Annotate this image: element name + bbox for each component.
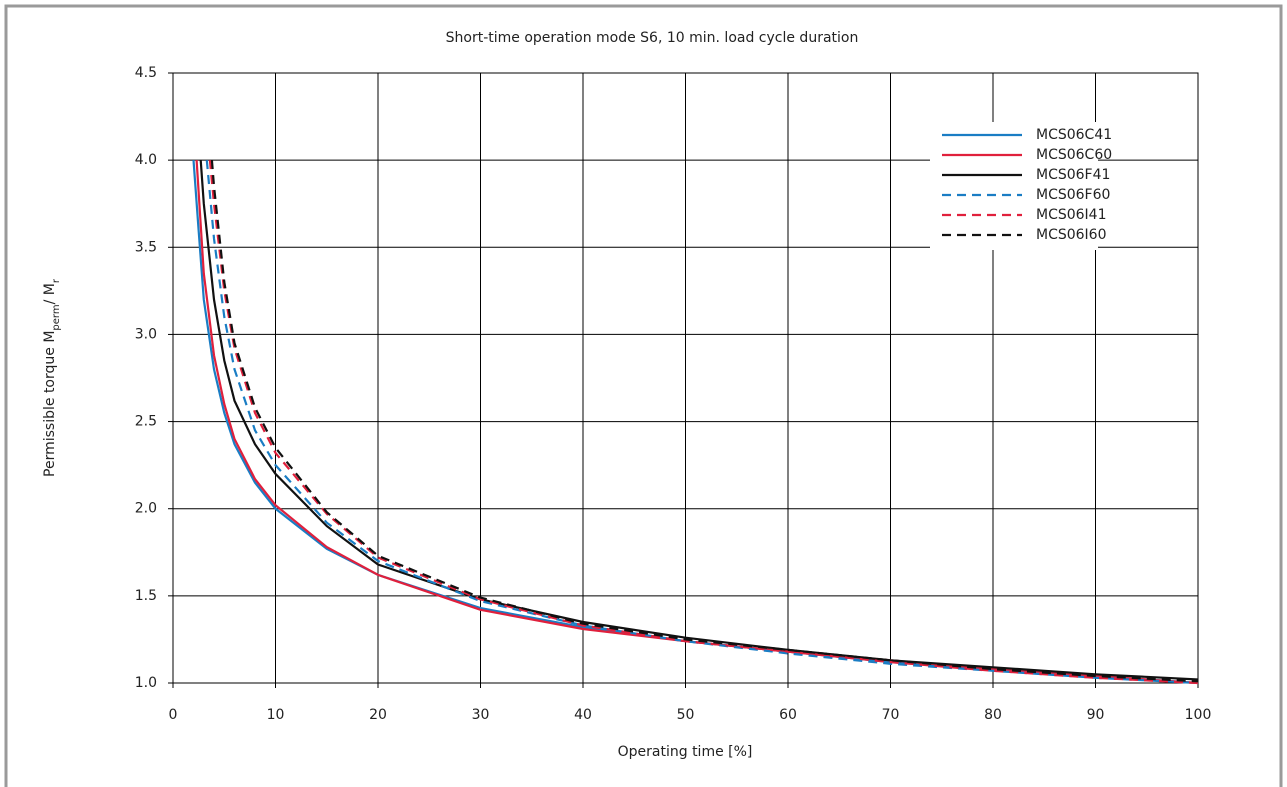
y-axis-label: Permissible torque Mperm/ Mr xyxy=(42,278,62,477)
series-line xyxy=(208,159,1199,685)
y-tick-label: 2.0 xyxy=(135,501,157,517)
x-tick-label: 30 xyxy=(472,707,490,723)
x-tick-label: 10 xyxy=(267,707,285,723)
y-tick-label: 2.5 xyxy=(135,414,157,430)
y-label-subscript: r xyxy=(51,278,62,283)
y-tick-label: 3.5 xyxy=(135,239,157,255)
series-line xyxy=(205,159,1199,685)
x-tick-label: 100 xyxy=(1185,707,1212,723)
legend-label: MCS06I41 xyxy=(1036,207,1107,223)
plot-border xyxy=(172,72,1199,684)
x-tick-label: 60 xyxy=(779,707,797,723)
x-tick-label: 40 xyxy=(574,707,592,723)
x-tick-label: 50 xyxy=(677,707,695,723)
x-tick-label: 80 xyxy=(984,707,1002,723)
y-tick-label: 1.0 xyxy=(135,675,157,691)
y-label-subscript: perm xyxy=(51,304,62,330)
y-label-part: Permissible torque M xyxy=(42,331,58,477)
frame xyxy=(4,4,1283,787)
x-tick-label: 20 xyxy=(369,707,387,723)
y-label-part: / M xyxy=(42,283,58,304)
legend-label: MCS06C60 xyxy=(1036,147,1112,163)
y-tick-label: 4.5 xyxy=(135,65,157,81)
x-tick-label: 90 xyxy=(1087,707,1105,723)
x-tick-label: 70 xyxy=(882,707,900,723)
y-tick-label: 4.0 xyxy=(135,152,157,168)
legend-label: MCS06I60 xyxy=(1036,227,1107,243)
legend-label: MCS06C41 xyxy=(1036,127,1112,143)
x-tick-label: 0 xyxy=(169,707,178,723)
series-line xyxy=(210,160,1199,683)
legend-label: MCS06F60 xyxy=(1036,187,1110,203)
legend-box xyxy=(930,122,1098,250)
chart-title: Short-time operation mode S6, 10 min. lo… xyxy=(446,30,859,46)
y-tick-label: 1.5 xyxy=(135,588,157,604)
legend-label: MCS06F41 xyxy=(1036,167,1110,183)
x-axis-label: Operating time [%] xyxy=(618,744,753,760)
y-tick-label: 3.0 xyxy=(135,326,157,342)
